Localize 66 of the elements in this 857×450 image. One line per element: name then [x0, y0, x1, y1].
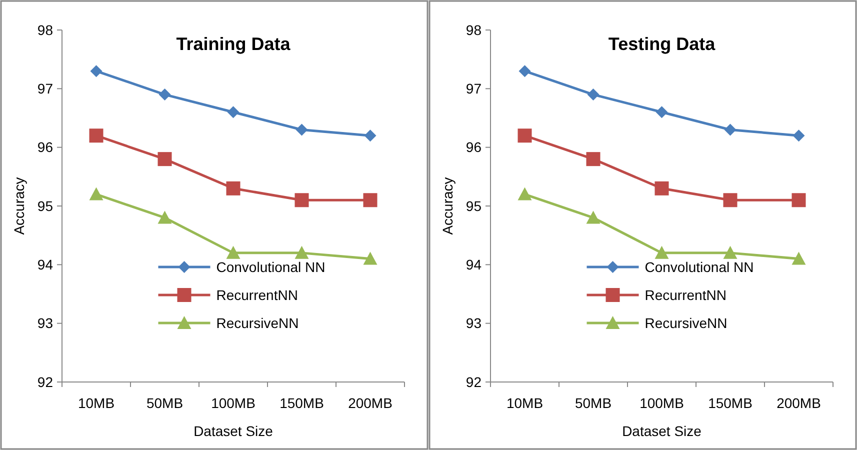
- y-tick-label: 92: [466, 374, 482, 390]
- x-tick-label: 10MB: [78, 395, 115, 411]
- point: [296, 124, 308, 136]
- y-tick-label: 97: [37, 80, 54, 97]
- y-tick-label: 94: [37, 256, 54, 273]
- y-tick-label: 95: [466, 198, 482, 214]
- point: [294, 246, 309, 259]
- x-tick-label: 200MB: [348, 395, 392, 411]
- point: [656, 106, 668, 118]
- x-tick-label: 150MB: [708, 395, 752, 411]
- x-tick-label: 10MB: [506, 395, 544, 411]
- y-tick-label: 95: [37, 198, 54, 214]
- point: [586, 210, 600, 224]
- point: [792, 193, 806, 208]
- legend-label: RecurrentNN: [216, 286, 298, 303]
- point: [363, 193, 378, 208]
- x-axis-title: Dataset Size: [622, 423, 702, 439]
- point: [654, 246, 669, 259]
- point: [586, 152, 600, 166]
- legend-label: RecurrentNN: [644, 286, 726, 303]
- y-axis-title: Accuracy: [11, 177, 27, 235]
- x-tick-label: 150MB: [280, 395, 324, 411]
- point: [518, 65, 531, 78]
- point: [227, 106, 240, 118]
- point: [294, 193, 309, 208]
- point: [363, 252, 378, 265]
- point: [158, 152, 172, 166]
- point: [226, 181, 240, 196]
- y-axis-title: Accuracy: [440, 177, 456, 235]
- point: [364, 130, 376, 142]
- chart-title: Testing Data: [608, 34, 716, 54]
- legend-label: RecursiveNN: [216, 314, 299, 331]
- point: [158, 210, 172, 224]
- point: [89, 128, 104, 143]
- point: [518, 187, 532, 200]
- y-tick-label: 94: [466, 256, 482, 273]
- y-tick-label: 97: [466, 80, 482, 97]
- legend-label: RecursiveNN: [644, 314, 728, 331]
- legend-label: Convolutional NN: [644, 258, 754, 275]
- y-tick-label: 96: [466, 139, 482, 156]
- y-tick-label: 93: [466, 315, 482, 332]
- x-tick-label: 50MB: [574, 395, 612, 411]
- x-tick-label: 100MB: [211, 395, 256, 411]
- point: [89, 187, 104, 200]
- point: [226, 246, 240, 259]
- x-axis-title: Dataset Size: [194, 423, 274, 439]
- chart-title: Training Data: [176, 34, 292, 54]
- point: [792, 252, 806, 265]
- y-tick-label: 92: [37, 374, 54, 390]
- point: [158, 88, 171, 101]
- point: [723, 246, 738, 259]
- point: [792, 130, 805, 142]
- point: [723, 193, 738, 208]
- point: [587, 88, 600, 101]
- point: [518, 128, 532, 143]
- legend-label: Convolutional NN: [216, 258, 326, 275]
- x-tick-label: 50MB: [146, 395, 184, 411]
- x-tick-label: 200MB: [776, 395, 821, 411]
- point: [724, 124, 736, 136]
- y-tick-label: 98: [37, 22, 54, 38]
- y-tick-label: 98: [466, 22, 482, 38]
- y-tick-label: 96: [37, 139, 54, 156]
- point: [90, 65, 102, 78]
- point: [654, 181, 669, 196]
- x-tick-label: 100MB: [640, 395, 684, 411]
- y-tick-label: 93: [37, 315, 54, 332]
